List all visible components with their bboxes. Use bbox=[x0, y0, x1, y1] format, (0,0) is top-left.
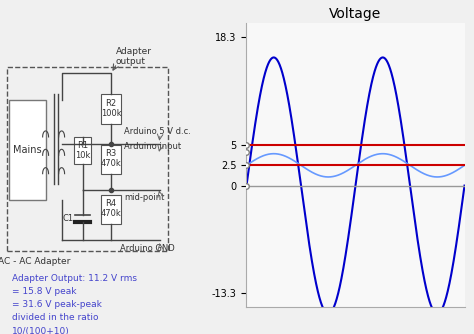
Text: R3
470k: R3 470k bbox=[100, 149, 121, 168]
Text: Arduino input: Arduino input bbox=[125, 143, 182, 151]
FancyBboxPatch shape bbox=[101, 94, 121, 124]
FancyBboxPatch shape bbox=[9, 100, 46, 200]
Text: Arduino GND: Arduino GND bbox=[119, 244, 174, 253]
Text: Arduino 5 V d.c.: Arduino 5 V d.c. bbox=[125, 128, 191, 136]
Text: Adapter
output: Adapter output bbox=[116, 47, 152, 66]
Title: Voltage: Voltage bbox=[329, 7, 382, 21]
Text: R1
10k: R1 10k bbox=[75, 141, 90, 160]
Text: mid-point: mid-point bbox=[125, 193, 165, 201]
FancyBboxPatch shape bbox=[74, 137, 91, 164]
Text: R4
470k: R4 470k bbox=[100, 199, 121, 218]
Text: Adapter Output: 11.2 V rms
= 15.8 V peak
= 31.6 V peak-peak
divided in the ratio: Adapter Output: 11.2 V rms = 15.8 V peak… bbox=[12, 274, 178, 334]
Text: R2
100k: R2 100k bbox=[100, 99, 121, 118]
Text: C1: C1 bbox=[62, 214, 73, 223]
Text: AC - AC Adapter: AC - AC Adapter bbox=[0, 257, 71, 266]
FancyBboxPatch shape bbox=[101, 145, 121, 174]
FancyBboxPatch shape bbox=[101, 195, 121, 224]
Text: Mains: Mains bbox=[13, 145, 41, 155]
